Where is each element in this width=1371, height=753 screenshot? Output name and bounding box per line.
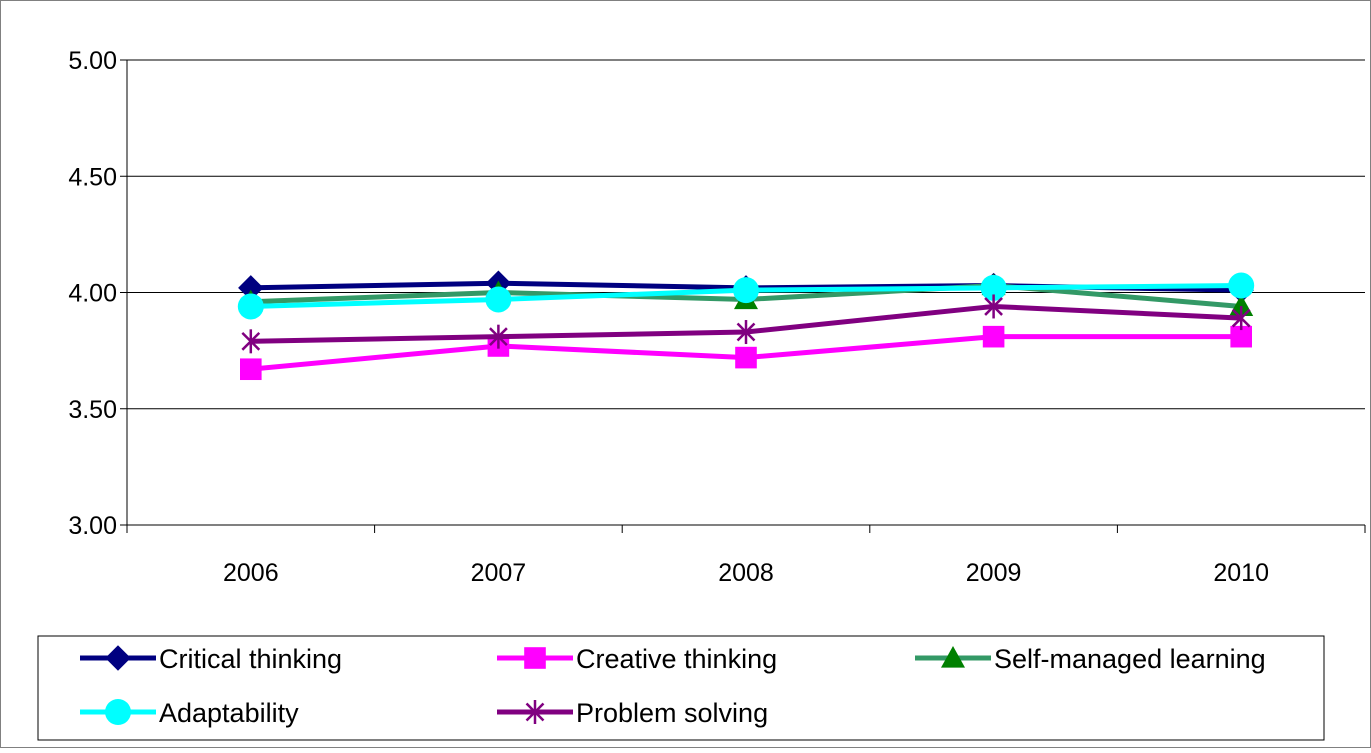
data-point-problem-solving-2009 — [984, 294, 1003, 319]
x-tick-label-2010: 2010 — [1213, 559, 1269, 587]
legend-label: Problem solving — [576, 698, 768, 728]
x-tick-label-2008: 2008 — [718, 559, 774, 587]
data-point-creative-thinking-2010 — [1230, 325, 1252, 348]
legend-label: Self-managed learning — [994, 644, 1266, 674]
grid-layer — [127, 59, 1365, 410]
legend-box — [37, 635, 1325, 741]
data-point-adaptability-2008 — [733, 277, 759, 304]
legend-item-problem-solving: Problem solving — [497, 698, 768, 728]
axis-layer: 3.00 3.50 4.00 4.50 5.00 2006 2007 2008 2009 2010 — [68, 47, 1366, 587]
legend-item-creative-thinking: Creative thinking — [497, 644, 777, 674]
legend: Critical thinking Creative thinking Self-m… — [37, 635, 1325, 741]
legend-marker-adaptability — [105, 699, 131, 725]
y-tick-label: 3.00 — [68, 512, 117, 540]
series-adaptability — [237, 272, 1255, 320]
y-tick-label: 4.00 — [68, 280, 117, 308]
y-tick-label: 3.50 — [68, 396, 117, 424]
legend-item-adaptability: Adaptability — [80, 698, 299, 728]
legend-marker-creative-thinking — [524, 647, 546, 669]
data-point-problem-solving-2010 — [1231, 306, 1251, 331]
data-point-adaptability-2010 — [1228, 272, 1255, 299]
legend-label: Creative thinking — [576, 644, 777, 674]
series-problem-solving — [241, 294, 1251, 354]
data-point-adaptability-2009 — [980, 274, 1007, 301]
series-layer — [237, 270, 1255, 381]
data-point-adaptability-2006 — [237, 293, 264, 320]
legend-marker-self-managed-learning — [941, 646, 965, 668]
legend-item-critical-thinking: Critical thinking — [80, 644, 342, 674]
legend-label: Adaptability — [159, 698, 299, 728]
x-tick-label-2007: 2007 — [471, 559, 527, 587]
data-point-creative-thinking-2009 — [982, 325, 1005, 348]
x-tick-label-2009: 2009 — [966, 559, 1022, 587]
y-tick-label: 5.00 — [68, 47, 117, 75]
legend-marker-critical-thinking — [105, 645, 131, 671]
data-point-creative-thinking-2006 — [240, 358, 262, 381]
data-point-creative-thinking-2008 — [735, 346, 757, 369]
legend-marker-problem-solving — [525, 700, 545, 724]
data-point-adaptability-2007 — [485, 286, 512, 313]
data-point-problem-solving-2006 — [241, 329, 261, 354]
data-point-problem-solving-2008 — [736, 320, 756, 345]
data-point-problem-solving-2007 — [489, 324, 508, 349]
x-tick-label-2006: 2006 — [223, 559, 279, 587]
y-tick-label: 4.50 — [68, 163, 117, 191]
legend-label: Critical thinking — [159, 644, 342, 674]
legend-item-self-managed-learning: Self-managed learning — [915, 644, 1266, 674]
